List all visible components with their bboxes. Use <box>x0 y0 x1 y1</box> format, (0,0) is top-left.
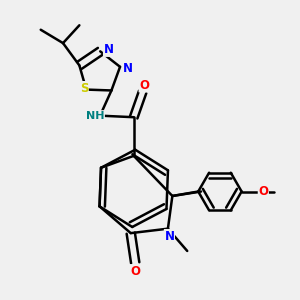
Text: S: S <box>80 82 88 94</box>
Text: NH: NH <box>86 111 104 121</box>
Text: O: O <box>139 79 149 92</box>
Text: N: N <box>164 230 174 243</box>
Text: O: O <box>258 185 268 198</box>
Text: N: N <box>103 43 113 56</box>
Text: O: O <box>130 265 140 278</box>
Text: N: N <box>123 62 134 75</box>
